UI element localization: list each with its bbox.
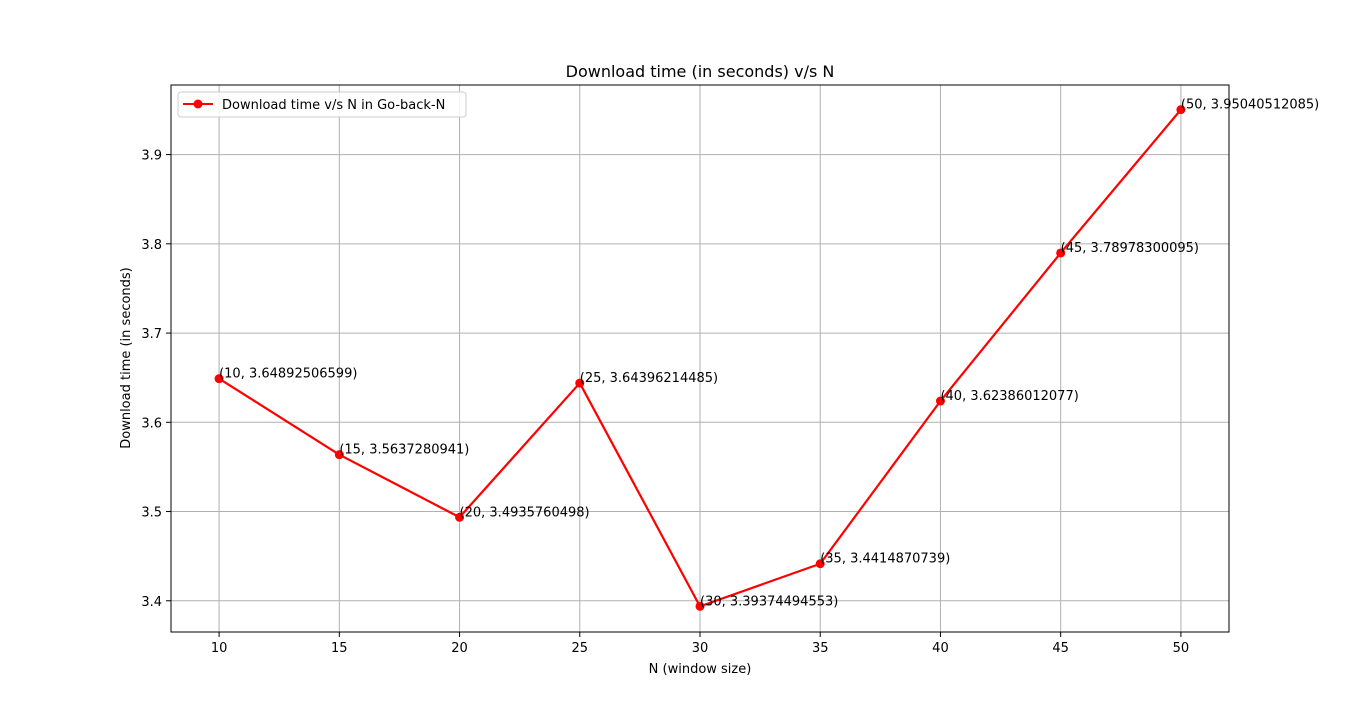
x-tick-label: 40 <box>932 641 949 656</box>
x-tick-label: 10 <box>211 641 228 656</box>
data-label: (10, 3.64892506599) <box>219 367 357 382</box>
x-tick-label: 20 <box>451 641 468 656</box>
data-label: (50, 3.95040512085) <box>1181 98 1319 113</box>
x-tick-label: 50 <box>1173 641 1190 656</box>
data-point <box>455 512 465 522</box>
x-tick-label: 25 <box>571 641 588 656</box>
y-tick-label: 3.5 <box>141 506 162 521</box>
x-tick-label: 30 <box>692 641 709 656</box>
y-tick-label: 3.7 <box>141 327 162 342</box>
x-axis-label: N (window size) <box>649 662 752 677</box>
data-point <box>334 450 344 460</box>
x-ticks: 10 15 20 25 30 35 40 45 50 <box>211 632 1189 656</box>
data-label: (15, 3.5637280941) <box>339 443 469 458</box>
data-point <box>1176 105 1186 115</box>
x-tick-label: 45 <box>1052 641 1069 656</box>
y-axis-label: Download time (in seconds) <box>119 267 134 449</box>
y-tick-label: 3.6 <box>141 416 162 431</box>
data-label: (25, 3.64396214485) <box>580 371 718 386</box>
data-point <box>1056 248 1066 258</box>
data-label: (35, 3.4414870739) <box>820 552 950 567</box>
legend-box <box>177 91 467 118</box>
legend-label: Download time v/s N in Go-back-N <box>222 98 445 113</box>
data-label: (20, 3.4935760498) <box>460 505 590 520</box>
data-point <box>575 378 585 388</box>
legend: Download time v/s N in Go-back-N <box>177 91 467 118</box>
y-tick-label: 3.8 <box>141 238 162 253</box>
legend-marker <box>193 99 203 109</box>
grid <box>171 85 1229 632</box>
data-point <box>214 374 224 384</box>
data-label: (30, 3.39374494553) <box>700 594 838 609</box>
chart-title: Download time (in seconds) v/s N <box>566 62 835 81</box>
data-point <box>815 559 825 569</box>
series-layer <box>214 105 1186 611</box>
y-tick-label: 3.4 <box>141 595 162 610</box>
data-point <box>695 601 705 611</box>
x-tick-label: 35 <box>812 641 829 656</box>
y-ticks: 3.4 3.5 3.6 3.7 3.8 3.9 <box>141 149 171 610</box>
x-tick-label: 15 <box>331 641 348 656</box>
point-labels: (10, 3.64892506599) (15, 3.5637280941) (20… <box>219 98 1319 610</box>
y-tick-label: 3.9 <box>141 149 162 164</box>
data-label: (40, 3.62386012077) <box>940 389 1078 404</box>
data-label: (45, 3.78978300095) <box>1061 241 1199 256</box>
data-point <box>935 396 945 406</box>
